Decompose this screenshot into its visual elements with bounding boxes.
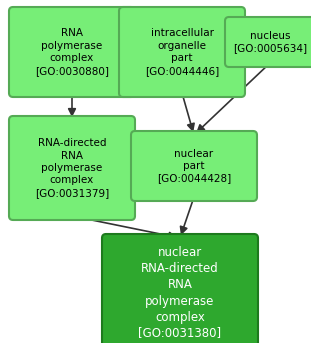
FancyBboxPatch shape bbox=[9, 116, 135, 220]
FancyBboxPatch shape bbox=[9, 7, 135, 97]
Text: RNA
polymerase
complex
[GO:0030880]: RNA polymerase complex [GO:0030880] bbox=[35, 28, 109, 75]
Text: intracellular
organelle
part
[GO:0044446]: intracellular organelle part [GO:0044446… bbox=[145, 28, 219, 75]
Text: RNA-directed
RNA
polymerase
complex
[GO:0031379]: RNA-directed RNA polymerase complex [GO:… bbox=[35, 138, 109, 198]
FancyBboxPatch shape bbox=[102, 234, 258, 343]
FancyBboxPatch shape bbox=[225, 17, 311, 67]
FancyBboxPatch shape bbox=[131, 131, 257, 201]
Text: nuclear
RNA-directed
RNA
polymerase
complex
[GO:0031380]: nuclear RNA-directed RNA polymerase comp… bbox=[138, 247, 221, 340]
Text: nucleus
[GO:0005634]: nucleus [GO:0005634] bbox=[233, 31, 307, 53]
Text: nuclear
part
[GO:0044428]: nuclear part [GO:0044428] bbox=[157, 149, 231, 184]
FancyBboxPatch shape bbox=[119, 7, 245, 97]
